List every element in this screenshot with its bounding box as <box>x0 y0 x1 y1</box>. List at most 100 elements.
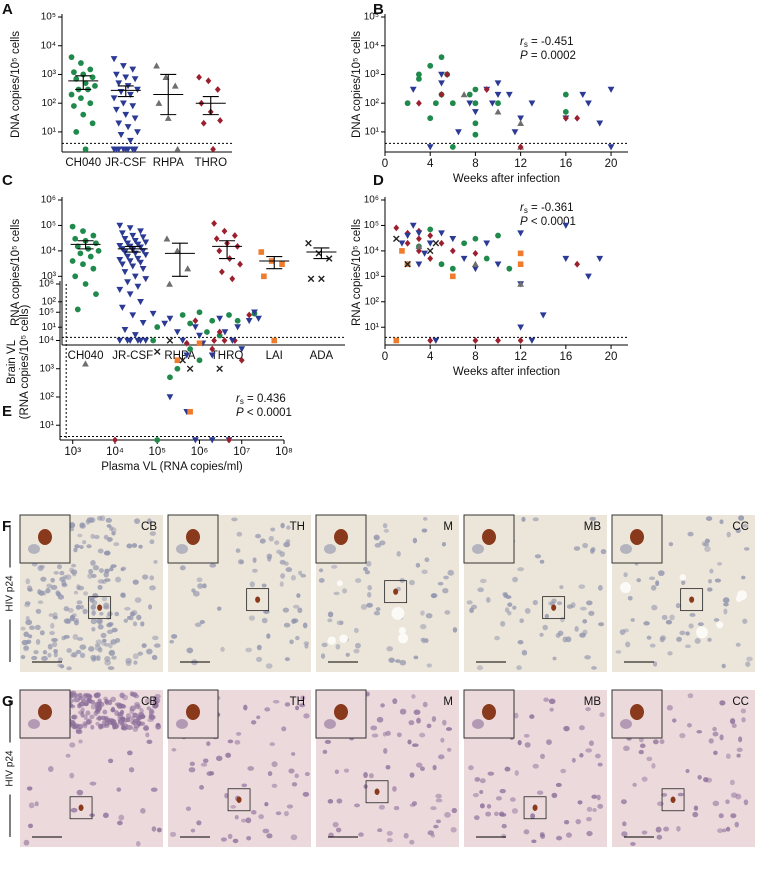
nucleus <box>272 699 280 704</box>
data-point <box>472 131 479 138</box>
nucleus <box>676 825 681 832</box>
nucleus <box>585 707 591 712</box>
panel-letter: D <box>373 172 384 189</box>
nucleus <box>687 531 694 537</box>
nucleus <box>286 525 291 530</box>
nucleus <box>363 566 368 572</box>
nucleus <box>276 549 282 554</box>
nucleus <box>155 723 162 730</box>
nucleus <box>295 705 300 711</box>
data-point <box>505 91 513 98</box>
roi-box <box>246 588 270 612</box>
data-point <box>607 144 615 151</box>
data-point <box>112 436 118 444</box>
nucleus <box>119 703 126 709</box>
inset-cell <box>186 529 200 545</box>
panel-letter: C <box>2 172 13 189</box>
data-point <box>80 111 87 118</box>
nucleus <box>199 785 205 790</box>
data-point <box>494 261 502 268</box>
nucleus <box>725 826 731 832</box>
nucleus <box>90 618 97 625</box>
nucleus <box>91 627 96 632</box>
nucleus <box>383 748 388 754</box>
nucleus <box>279 559 286 565</box>
stat-symbol: P <box>520 50 528 62</box>
x-tick-label: 10⁸ <box>275 446 293 458</box>
nucleus <box>90 559 96 566</box>
nucleus <box>407 739 412 745</box>
nucleus <box>365 691 370 697</box>
data-point <box>162 73 170 80</box>
nucleus <box>126 543 133 549</box>
data-point <box>466 91 473 98</box>
vacuole <box>391 606 405 620</box>
nucleus <box>373 610 381 616</box>
nucleus <box>283 541 291 548</box>
nucleus <box>517 639 524 645</box>
data-point <box>179 337 187 344</box>
inset <box>19 514 71 564</box>
data-point <box>116 256 124 264</box>
nucleus <box>705 516 713 522</box>
data-point <box>393 235 400 243</box>
nucleus <box>114 638 121 643</box>
nucleus <box>445 727 453 731</box>
nucleus <box>408 579 415 586</box>
data-point <box>511 129 519 136</box>
panel-letter: F <box>2 518 11 535</box>
nucleus <box>725 799 730 804</box>
stained-cell <box>689 596 695 603</box>
nucleus <box>396 551 401 557</box>
nucleus <box>71 563 77 568</box>
nucleus <box>113 723 120 729</box>
nucleus <box>256 715 261 720</box>
data-point <box>134 255 142 262</box>
x-tick-label: 4 <box>427 351 434 363</box>
nucleus <box>97 715 102 721</box>
data-point <box>562 222 570 229</box>
nucleus <box>206 741 211 747</box>
nucleus <box>579 606 587 611</box>
data-point <box>221 337 228 344</box>
nucleus <box>283 810 289 817</box>
data-point <box>134 129 141 136</box>
nucleus <box>258 814 264 820</box>
nucleus <box>106 629 114 635</box>
data-point <box>438 230 445 237</box>
p-value: P = 0.0002 <box>520 50 576 62</box>
nucleus <box>126 615 132 620</box>
data-point <box>426 247 434 255</box>
nucleus <box>511 808 518 814</box>
y-tick-label: 10⁴ <box>364 40 379 51</box>
nucleus <box>636 578 642 583</box>
data-point <box>183 339 190 347</box>
nucleus <box>61 582 68 587</box>
nucleus <box>282 607 290 613</box>
nucleus <box>89 714 95 720</box>
nucleus <box>499 788 506 794</box>
nucleus <box>719 734 724 741</box>
data-point <box>131 76 139 83</box>
x-tick-label: 8 <box>472 351 478 363</box>
nucleus <box>440 737 445 743</box>
nucleus <box>717 828 724 834</box>
inset-cell <box>482 704 496 720</box>
nucleus <box>103 605 110 610</box>
vacuole <box>620 582 632 594</box>
nucleus <box>566 832 572 838</box>
nucleus <box>72 633 79 640</box>
nucleus <box>681 580 686 586</box>
data-point <box>472 86 479 93</box>
data-point <box>196 332 203 339</box>
data-point <box>116 242 124 250</box>
nucleus <box>94 643 100 647</box>
nucleus <box>185 806 192 811</box>
error-bar <box>160 73 177 116</box>
data-point <box>438 80 445 87</box>
correlation: rs = -0.361 <box>520 202 574 215</box>
y-tick-label: 10³ <box>365 69 380 80</box>
nucleus <box>588 610 595 616</box>
x-tick-label: RHPA <box>153 157 184 169</box>
stat-symbol: r <box>520 202 525 214</box>
